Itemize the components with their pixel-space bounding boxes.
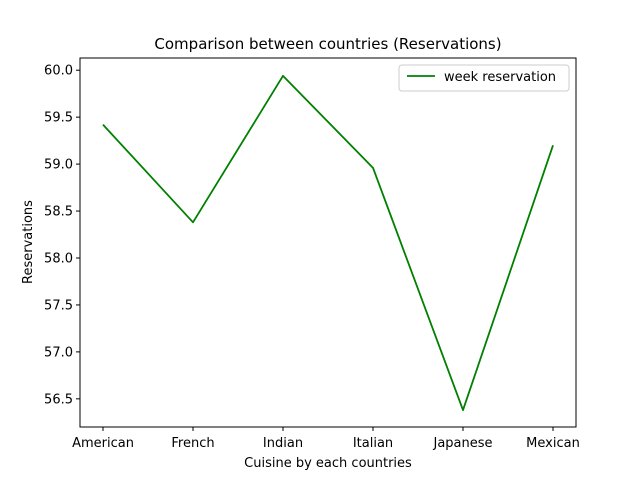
chart-title: Comparison between countries (Reservatio… (154, 35, 501, 53)
y-tick-label: 59.0 (44, 158, 73, 173)
y-tick-label: 58.5 (44, 205, 73, 220)
legend-label: week reservation (444, 70, 556, 85)
y-tick-label: 58.0 (44, 251, 73, 266)
x-axis-ticks: American French Indian Italian Japanese Mexic… (72, 427, 580, 451)
x-tick-label: American (72, 436, 134, 451)
y-tick-label: 60.0 (44, 64, 73, 79)
x-tick-label: Mexican (526, 436, 580, 451)
legend-box (398, 64, 570, 92)
x-tick-label: Japanese (432, 436, 492, 451)
y-tick-label: 56.5 (44, 392, 73, 407)
x-tick-label: Indian (263, 436, 303, 451)
x-tick-label: Italian (353, 436, 393, 451)
x-axis-label: Cuisine by each countries (244, 456, 412, 471)
y-tick-label: 57.0 (44, 345, 73, 360)
y-tick-label: 59.5 (44, 111, 73, 126)
legend: week reservation (398, 64, 570, 92)
x-tick-label: French (171, 436, 214, 451)
y-axis-label: Reservations (21, 200, 36, 284)
series-group (102, 74, 554, 412)
plot-area-frame (79, 57, 577, 428)
y-axis-ticks: 56.5 57.0 57.5 58.0 58.5 59.0 59.5 60.0 (44, 64, 80, 407)
y-tick-label: 57.5 (44, 298, 73, 313)
series-line (102, 74, 554, 412)
